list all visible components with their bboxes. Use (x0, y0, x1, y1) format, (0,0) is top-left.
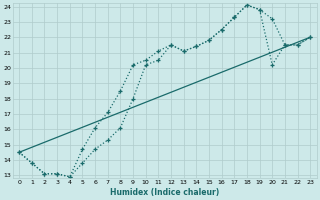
X-axis label: Humidex (Indice chaleur): Humidex (Indice chaleur) (110, 188, 219, 197)
